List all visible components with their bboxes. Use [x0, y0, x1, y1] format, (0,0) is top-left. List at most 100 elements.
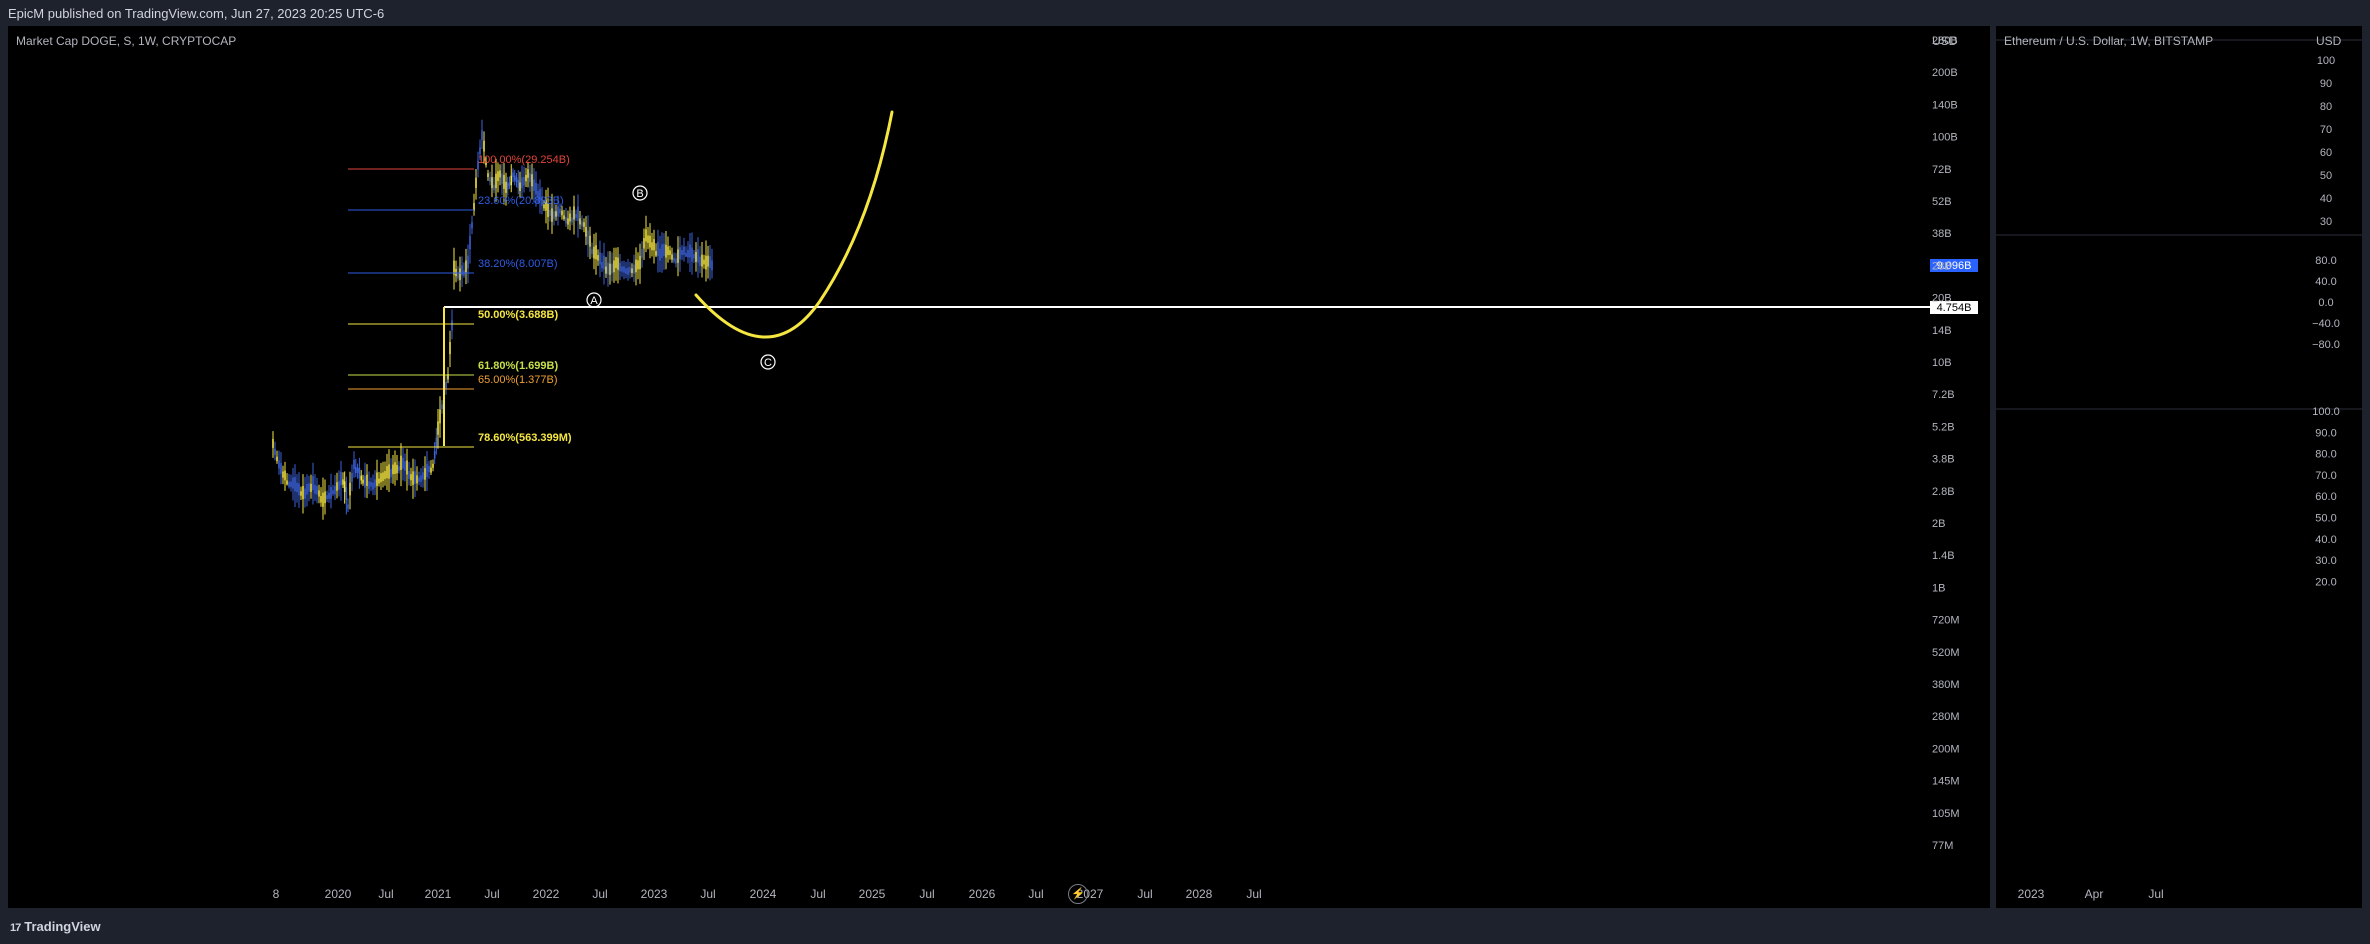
candle-body [653, 239, 655, 251]
main-chart-canvas[interactable]: 100.00%(29.254B) 23.60%(20.893B) 38.20%(8.… [8, 26, 1990, 908]
price-tick-label: 20B [1932, 293, 1952, 305]
secondary-chart-canvas[interactable]: 100 90 80 70 60 50 40 30 80.0 40.0 0.0 −40.0 −80.0 10… [1996, 26, 2362, 908]
time-tick-label: 2023 [641, 887, 668, 901]
candle-body [659, 248, 661, 261]
price-tick-label: 280B [1932, 35, 1958, 47]
price-tick-label: 520M [1932, 647, 1960, 659]
price-tick-label: 1B [1932, 582, 1945, 594]
candle-body [641, 249, 643, 258]
wave-labels: A B C [586, 185, 776, 370]
candle-body [384, 471, 386, 480]
candle-body [657, 241, 659, 257]
secondary-time-label: Apr [2085, 887, 2104, 901]
candle-body [465, 260, 467, 273]
candle-body [575, 214, 577, 218]
candle-body [445, 381, 447, 389]
price-tick-label: 145M [1932, 776, 1960, 788]
candle-body [623, 266, 625, 273]
candle-body [278, 460, 280, 469]
candle-body [485, 161, 487, 166]
candle-body [673, 257, 675, 262]
candle-body [312, 476, 314, 491]
time-tick-label: Jul [592, 887, 607, 901]
candle-body [495, 173, 497, 189]
candle-body [318, 490, 320, 497]
horizontal-line: 4.754B 9.096B [443, 259, 1978, 446]
candle-body [537, 190, 539, 198]
price-tick-label: 3.8B [1932, 454, 1955, 466]
wave-circle[interactable] [632, 185, 648, 201]
price-tick-label: 720M [1932, 615, 1960, 627]
candle-body [300, 491, 302, 496]
candle-body [449, 341, 451, 355]
candle-body [316, 485, 318, 495]
wave-circle[interactable] [760, 354, 776, 370]
candle-body [549, 209, 551, 217]
lightning-icon[interactable]: ⚡ [1068, 884, 1088, 904]
price-tick-label: 72B [1932, 164, 1952, 176]
publish-info: EpicM published on TradingView.com, Jun … [8, 6, 385, 21]
candle-body [469, 235, 471, 250]
candle-body [669, 250, 671, 255]
candle-body [557, 206, 559, 217]
candle-body [525, 174, 527, 182]
candle-body [687, 249, 689, 258]
candle-body [437, 421, 439, 435]
candlestick-series [272, 119, 713, 520]
candle-body [471, 222, 473, 229]
candle-body [461, 265, 463, 276]
candle-body [388, 464, 390, 479]
secondary-symbol-title[interactable]: Ethereum / U.S. Dollar, 1W, BITSTAMP [2004, 34, 2214, 48]
candle-body [581, 221, 583, 227]
candle-body [432, 463, 434, 468]
candle-body [408, 471, 410, 479]
candle-body [473, 203, 475, 211]
price-tick-label: 5.2B [1932, 421, 1955, 433]
top-bar: EpicM published on TradingView.com, Jun … [0, 0, 2370, 26]
wave-circle[interactable] [586, 292, 602, 308]
fibonacci-retracement: 100.00%(29.254B) 23.60%(20.893B) 38.20%(8.… [348, 154, 572, 448]
candle-body [362, 479, 364, 484]
candle-body [340, 472, 342, 486]
candle-body [294, 477, 296, 492]
candle-body [553, 211, 555, 220]
projection-path[interactable] [694, 110, 894, 339]
candle-body [290, 481, 292, 488]
symbol-title[interactable]: Market Cap DOGE, S, 1W, CRYPTOCAP [16, 34, 237, 48]
secondary-ind-label: 60.0 [2315, 491, 2336, 503]
candle-body [347, 504, 349, 509]
price-tick-label: 7.2B [1932, 389, 1955, 401]
secondary-chart-pane[interactable]: 100 90 80 70 60 50 40 30 80.0 40.0 0.0 −40.0 −80.0 10… [1996, 26, 2362, 908]
candle-body [629, 267, 631, 273]
candle-body [364, 476, 366, 488]
time-tick-label: Jul [700, 887, 715, 901]
candle-body [342, 479, 344, 485]
candle-body [545, 199, 547, 211]
candle-body [292, 477, 294, 489]
candle-body [559, 208, 561, 214]
price-tick-label: 100B [1932, 132, 1958, 144]
candle-body [585, 226, 587, 237]
main-chart-pane[interactable]: 100.00%(29.254B) 23.60%(20.893B) 38.20%(8.… [8, 26, 1990, 908]
candle-body [410, 474, 412, 481]
candle-body [310, 483, 312, 492]
secondary-ind-label: 30.0 [2315, 555, 2336, 567]
candle-body [324, 491, 326, 504]
candle-body [685, 252, 687, 257]
candle-body [603, 255, 605, 270]
price-tick-label: 77M [1932, 840, 1953, 852]
secondary-osc-label: 80.0 [2315, 255, 2336, 267]
candle-body [382, 472, 384, 481]
candle-body [349, 482, 351, 496]
candle-body [477, 160, 479, 170]
candle-body [515, 177, 518, 183]
candle-body [404, 461, 406, 471]
candle-body [510, 175, 513, 186]
candle-body [360, 475, 362, 481]
tradingview-logo[interactable]: 17 TradingView [10, 919, 101, 934]
candle-body [358, 467, 361, 479]
secondary-osc-label: −40.0 [2312, 318, 2340, 330]
hline-price-badge [1930, 301, 1978, 314]
candle-body [667, 246, 669, 256]
candle-body [543, 204, 545, 209]
